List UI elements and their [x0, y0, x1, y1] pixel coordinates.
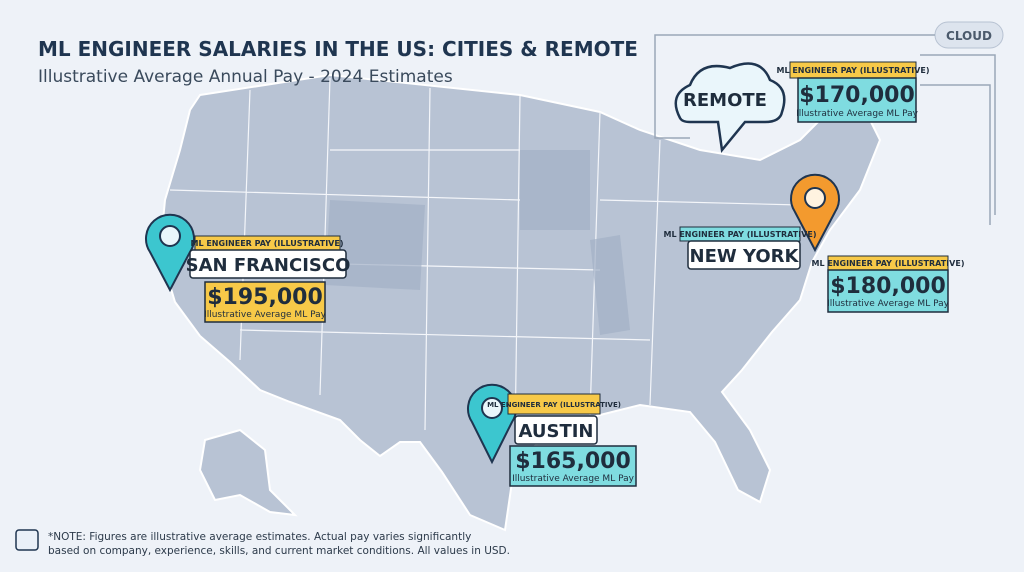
location-name: SAN FRANCISCO	[186, 255, 351, 276]
caption: Illustrative Average ML Pay	[796, 109, 919, 119]
location-name: REMOTE	[683, 90, 767, 111]
subtitle: Illustrative Average Annual Pay - 2024 E…	[38, 67, 453, 87]
caption: Illustrative Average ML Pay	[512, 474, 635, 484]
pay-label: ML ENGINEER PAY (ILLUSTRATIVE)	[812, 259, 965, 268]
san-francisco-callout: ML ENGINEER PAY (ILLUSTRATIVE) SAN FRANC…	[145, 213, 351, 323]
location-name: NEW YORK	[690, 246, 800, 267]
tag: CLOUD	[946, 29, 992, 43]
location-name: AUSTIN	[519, 421, 594, 442]
title: ML ENGINEER SALARIES IN THE US: CITIES &…	[38, 37, 638, 61]
pay-label: ML ENGINEER PAY (ILLUSTRATIVE)	[191, 239, 344, 248]
circuit-lines	[654, 34, 996, 225]
note-line: based on company, experience, skills, an…	[48, 545, 510, 557]
pay: $195,000	[207, 285, 323, 310]
pay-label: ML ENGINEER PAY (ILLUSTRATIVE)	[664, 230, 817, 239]
pay: $180,000	[830, 274, 946, 299]
pay-label: ML ENGINEER PAY (ILLUSTRATIVE)	[777, 66, 930, 75]
new-york-callout: ML ENGINEER PAY (ILLUSTRATIVE) NEW YORK …	[664, 173, 965, 313]
remote-callout: REMOTE ML ENGINEER PAY (ILLUSTRATIVE) $1…	[674, 61, 930, 153]
us-map	[158, 73, 882, 532]
pay-label: ML ENGINEER PAY (ILLUSTRATIVE)	[487, 401, 621, 409]
pay-box	[797, 77, 917, 123]
caption: Illustrative Average ML Pay	[204, 310, 327, 320]
caption: Illustrative Average ML Pay	[827, 299, 950, 309]
pay: $170,000	[799, 83, 915, 108]
austin-callout: ML ENGINEER PAY (ILLUSTRATIVE) AUSTIN $1…	[467, 383, 637, 487]
pay: $165,000	[515, 449, 631, 474]
note-icon	[15, 529, 39, 551]
note-line: *NOTE: Figures are illustrative average …	[48, 531, 471, 543]
